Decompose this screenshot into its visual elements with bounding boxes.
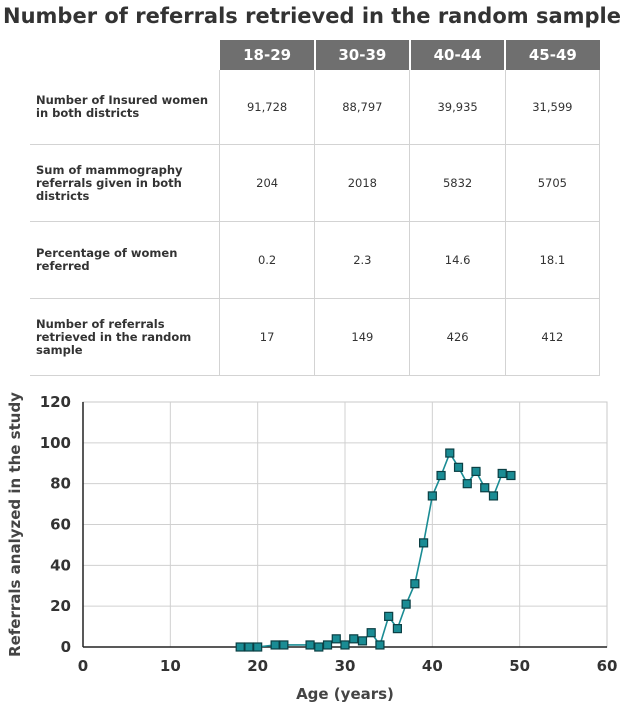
column-header: 18-29 xyxy=(218,40,315,70)
data-point xyxy=(506,470,516,481)
column-header: 40-44 xyxy=(408,40,506,70)
y-axis-title: Referrals analyzed in the study xyxy=(6,392,24,657)
table-row: Sum of mammography referrals given in bo… xyxy=(30,144,601,222)
data-point xyxy=(279,640,289,650)
x-axis-title: Age (years) xyxy=(296,685,394,703)
data-point xyxy=(419,538,429,548)
data-point xyxy=(349,634,359,644)
y-tick-label: 0 xyxy=(61,638,71,656)
data-point xyxy=(253,642,263,652)
data-point xyxy=(314,642,324,652)
y-tick-label: 60 xyxy=(50,516,71,534)
y-tick-label: 100 xyxy=(40,434,71,452)
column-header: 45-49 xyxy=(504,40,600,70)
data-point xyxy=(462,479,472,489)
data-point xyxy=(244,642,254,652)
y-tick-label: 40 xyxy=(50,556,71,574)
table-row: Number of referrals retrieved in the ran… xyxy=(30,298,601,376)
x-tick-label: 50 xyxy=(509,657,530,675)
table-cell: 426 xyxy=(409,298,506,376)
table-cell: 18.1 xyxy=(504,221,601,299)
referrals-line-chart: 0 10 20 30 40 50 60 0 20 40 60 80 100 120 Age (years) R… xyxy=(6,392,618,703)
data-point xyxy=(401,599,411,609)
data-point xyxy=(453,462,464,472)
data-point xyxy=(410,579,420,589)
x-tick-label: 0 xyxy=(78,657,88,675)
table-cell: 149 xyxy=(314,298,410,376)
data-point xyxy=(322,640,333,650)
table-cell: 2.3 xyxy=(314,221,410,299)
data-point xyxy=(270,640,280,650)
table-cell: 39,935 xyxy=(409,70,506,145)
x-tick-label: 30 xyxy=(335,657,356,675)
page-title: Number of referrals retrieved in the ran… xyxy=(3,4,621,28)
data-point xyxy=(392,624,402,634)
data-point xyxy=(357,636,368,646)
y-tick-label: 20 xyxy=(50,597,71,615)
y-tick-label: 120 xyxy=(40,393,71,411)
data-point xyxy=(384,611,394,621)
data-point xyxy=(366,628,376,638)
x-tick-label: 60 xyxy=(597,657,618,675)
data-point xyxy=(480,483,490,493)
table-header-row: 18-29 30-39 40-44 45-49 xyxy=(30,40,600,70)
data-point xyxy=(340,640,350,650)
table-cell: 31,599 xyxy=(504,70,601,145)
column-header: 30-39 xyxy=(313,40,410,70)
data-point xyxy=(497,468,507,479)
data-point xyxy=(235,642,245,652)
row-label: Number of referrals retrieved in the ran… xyxy=(30,298,220,376)
table-cell: 88,797 xyxy=(314,70,410,145)
table-cell: 204 xyxy=(218,144,315,222)
data-point xyxy=(305,640,315,650)
row-label: Percentage of women referred xyxy=(30,221,220,299)
data-point xyxy=(375,640,385,650)
table-cell: 5832 xyxy=(409,144,506,222)
table-cell: 17 xyxy=(218,298,315,376)
table-cell: 412 xyxy=(504,298,601,376)
y-tick-label: 80 xyxy=(50,475,71,493)
table-cell: 0.2 xyxy=(218,221,315,299)
table-corner-cell xyxy=(30,40,220,70)
data-point xyxy=(436,470,446,481)
table-row: Number of Insured women in both district… xyxy=(30,70,601,145)
x-tick-label: 40 xyxy=(422,657,443,675)
row-label: Number of Insured women in both district… xyxy=(30,70,220,145)
table-row: Percentage of women referred 0.2 2.3 14.… xyxy=(30,221,601,299)
data-point xyxy=(488,491,499,501)
referrals-table: 18-29 30-39 40-44 45-49 Number of Insure… xyxy=(30,40,601,376)
data-point xyxy=(471,466,481,477)
row-label: Sum of mammography referrals given in bo… xyxy=(30,144,220,222)
table-cell: 5705 xyxy=(504,144,601,222)
table-cell: 14.6 xyxy=(409,221,506,299)
data-point xyxy=(331,634,341,644)
data-point xyxy=(445,448,455,458)
x-tick-label: 10 xyxy=(160,657,181,675)
data-point xyxy=(427,491,437,501)
table-cell: 2018 xyxy=(314,144,410,222)
table-cell: 91,728 xyxy=(218,70,315,145)
x-tick-label: 20 xyxy=(247,657,268,675)
